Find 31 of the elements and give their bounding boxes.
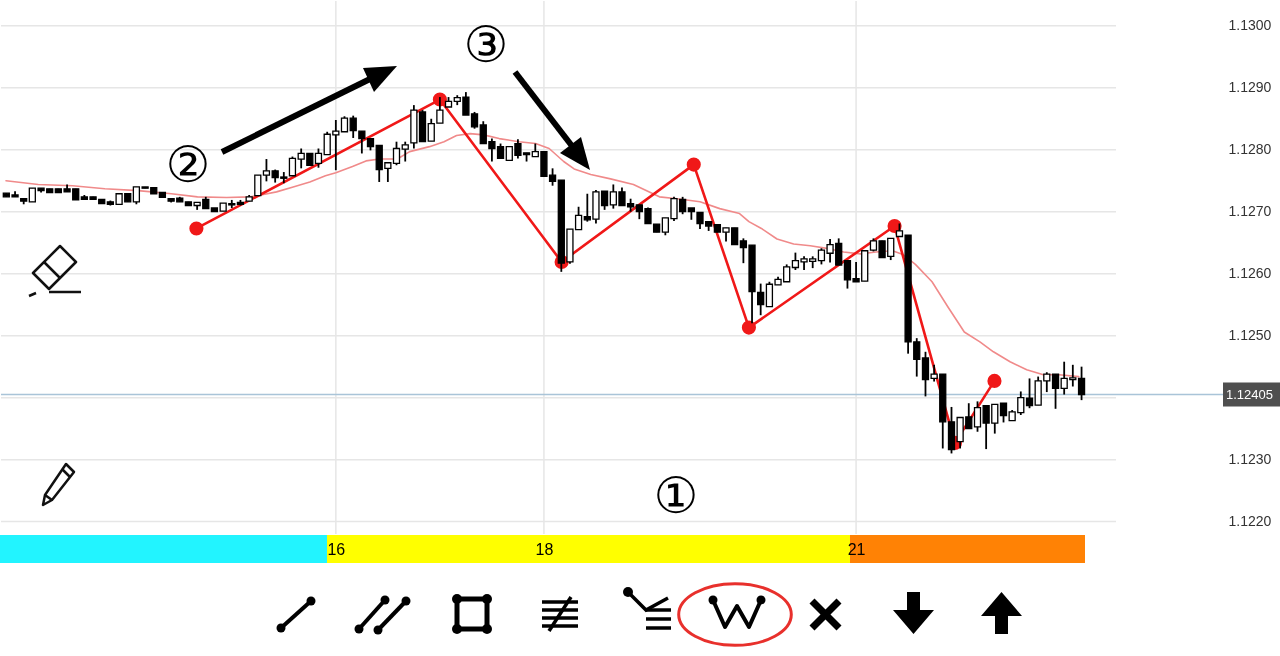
annotation: ③	[463, 16, 509, 74]
y-tick-label: 1.1250	[1228, 327, 1272, 344]
point	[189, 221, 204, 236]
ref-line-label: 1.12405	[1226, 386, 1273, 402]
x-tick-label: 16	[327, 540, 346, 558]
y-tick-label: 1.1260	[1228, 265, 1272, 282]
candlestick	[401, 140, 409, 163]
candlestick	[254, 174, 262, 197]
x-tick-label: 18	[535, 540, 554, 558]
candlestick	[1025, 377, 1034, 410]
y-tick-label: 1.1220	[1228, 513, 1272, 530]
point	[686, 157, 701, 172]
y-tick-label: 1.1290	[1228, 79, 1272, 96]
annotation: ②	[165, 136, 211, 194]
y-tick-label: 1.1230	[1228, 451, 1272, 468]
y-tick-label: 1.1270	[1228, 203, 1272, 220]
candlestick	[358, 130, 366, 155]
candlestick	[1077, 365, 1086, 402]
y-tick-label: 1.1300	[1228, 17, 1272, 34]
annotation: ①	[653, 467, 699, 525]
point	[741, 320, 756, 335]
y-tick-label: 1.1280	[1228, 141, 1272, 158]
candlestick	[314, 147, 323, 169]
point	[987, 373, 1002, 388]
candlestick	[999, 402, 1008, 424]
candlestick	[1051, 373, 1060, 410]
x-tick-label: 21	[847, 540, 866, 558]
candlestick	[288, 155, 297, 177]
candlestick	[757, 282, 765, 317]
candlestick	[262, 158, 271, 183]
candlestick	[349, 114, 357, 139]
